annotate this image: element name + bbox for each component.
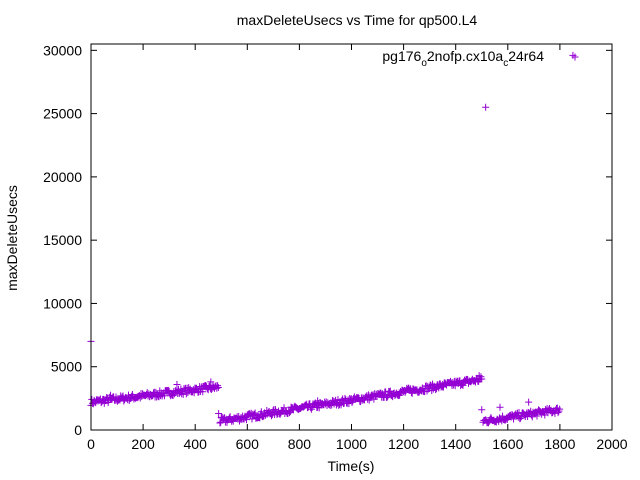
data-point <box>496 403 504 411</box>
data-point <box>556 405 564 413</box>
y-tick-label: 30000 <box>43 42 82 58</box>
chart-title: maxDeleteUsecs vs Time for qp500.L4 <box>237 12 478 28</box>
data-point <box>439 380 447 388</box>
data-point <box>257 408 265 416</box>
data-point <box>533 412 541 420</box>
x-tick-label: 0 <box>87 436 95 452</box>
data-point <box>307 405 315 413</box>
x-tick-label: 1400 <box>440 436 471 452</box>
legend: pg176o2nofp.cx10ac24r64 <box>382 48 579 69</box>
data-point <box>517 414 525 422</box>
data-point <box>280 404 288 412</box>
y-tick-label: 25000 <box>43 106 82 122</box>
data-point <box>315 404 323 412</box>
data-point <box>169 392 177 400</box>
y-axis-label: maxDeleteUsecs <box>4 185 20 291</box>
data-point <box>528 413 536 421</box>
data-point <box>348 398 356 406</box>
y-tick-label: 10000 <box>43 295 82 311</box>
data-point <box>510 415 518 423</box>
data-point <box>428 386 436 394</box>
data-point <box>554 409 562 417</box>
data-point <box>383 393 391 401</box>
data-point <box>164 386 172 394</box>
data-point <box>377 389 385 397</box>
data-point <box>216 419 224 427</box>
data-point <box>251 409 259 417</box>
legend-label-subscript: c <box>503 58 508 69</box>
x-tick-label: 1800 <box>544 436 575 452</box>
data-point <box>173 380 181 388</box>
legend-marker-glyph <box>571 53 579 61</box>
data-point <box>551 409 559 417</box>
x-tick-label: 1000 <box>336 436 367 452</box>
data-point <box>268 412 276 420</box>
data-point <box>525 398 533 406</box>
y-tick-label: 20000 <box>43 169 82 185</box>
data-point <box>314 403 322 411</box>
x-tick-label: 600 <box>236 436 260 452</box>
data-point <box>107 391 115 399</box>
legend-label-part: 24r64 <box>508 48 544 64</box>
x-tick-label: 2000 <box>596 436 627 452</box>
legend-label-subscript: o <box>421 58 427 69</box>
y-tick-label: 5000 <box>51 359 82 375</box>
legend-label: pg176o2nofp.cx10ac24r64 <box>382 48 544 69</box>
legend-label-part: pg176 <box>382 48 421 64</box>
legend-marker <box>571 53 579 61</box>
data-point <box>215 410 223 418</box>
y-tick-label: 15000 <box>43 232 82 248</box>
data-points <box>87 51 577 427</box>
data-point <box>243 416 251 424</box>
data-point <box>155 393 163 401</box>
data-point <box>405 384 413 392</box>
data-point <box>418 384 426 392</box>
x-axis-label: Time(s) <box>328 458 375 474</box>
x-tick-label: 1600 <box>492 436 523 452</box>
data-point <box>459 381 467 389</box>
data-point <box>160 392 168 400</box>
data-point <box>314 397 322 405</box>
data-point <box>286 409 294 417</box>
legend-label-part: 2nofp.cx10a <box>427 48 503 64</box>
data-point <box>475 372 483 380</box>
data-point <box>386 388 394 396</box>
data-point <box>214 382 222 390</box>
data-point <box>217 413 225 421</box>
x-tick-label: 200 <box>131 436 155 452</box>
data-point <box>482 103 490 111</box>
data-point <box>357 398 365 406</box>
data-point <box>499 412 507 420</box>
data-point <box>535 407 543 415</box>
data-point <box>207 378 215 386</box>
axis-ticks: 0 200 400 600 800 1000 1200 1400 1600 1800 2000050… <box>43 42 628 452</box>
x-tick-label: 800 <box>288 436 312 452</box>
data-point <box>286 408 294 416</box>
data-point <box>136 394 144 402</box>
x-tick-label: 1200 <box>388 436 419 452</box>
data-point <box>214 383 222 391</box>
y-tick-label: 0 <box>74 422 82 438</box>
data-point <box>199 388 207 396</box>
data-point <box>485 419 493 427</box>
data-point <box>248 415 256 423</box>
data-point <box>182 390 190 398</box>
plot-frame <box>90 43 613 431</box>
x-tick-label: 400 <box>184 436 208 452</box>
data-point <box>345 400 353 408</box>
data-point <box>478 406 486 414</box>
